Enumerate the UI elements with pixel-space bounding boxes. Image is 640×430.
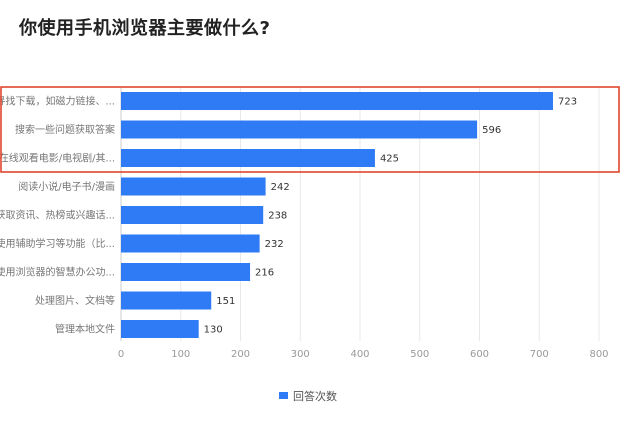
x-tick-label: 700: [530, 349, 549, 360]
bar[interactable]: [121, 263, 251, 281]
x-tick-label: 0: [118, 349, 124, 360]
x-tick-label: 300: [291, 349, 310, 360]
value-label: 130: [204, 325, 223, 336]
highlight-box: [0, 86, 620, 173]
x-tick-label: 500: [410, 349, 429, 360]
bar[interactable]: [121, 120, 478, 139]
category-label: 在线观看电影/电视剧/其...: [0, 152, 115, 165]
bar[interactable]: [121, 92, 553, 110]
x-tick-label: 800: [589, 349, 608, 360]
category-label: 阅读小说/电子书/漫画: [18, 180, 115, 193]
legend-swatch: [279, 392, 288, 399]
bar[interactable]: [121, 320, 199, 338]
value-label: 238: [268, 211, 287, 222]
x-tick-label: 200: [231, 349, 250, 360]
category-label: 寻找下载，如磁力链接、...: [0, 95, 115, 108]
value-label: 723: [558, 97, 577, 108]
bar[interactable]: [121, 291, 212, 310]
bar[interactable]: [121, 177, 266, 196]
legend-label: 回答次数: [293, 389, 337, 403]
category-label: 使用浏览器的智慧办公功...: [0, 266, 115, 279]
value-label: 232: [265, 239, 284, 250]
x-tick-label: 100: [171, 349, 190, 360]
category-label: 获取资讯、热榜或兴趣话...: [0, 209, 115, 222]
x-tick-label: 400: [350, 349, 369, 360]
value-label: 216: [255, 268, 274, 279]
category-label: 处理图片、文档等: [35, 294, 115, 307]
value-label: 596: [482, 125, 501, 136]
bar[interactable]: [121, 234, 260, 253]
x-tick-label: 600: [470, 349, 489, 360]
bar[interactable]: [121, 206, 264, 224]
x-axis-ticks: 0 100 200 300 400 500 600 700 800: [118, 349, 609, 360]
bars: [121, 92, 553, 338]
legend[interactable]: 回答次数: [279, 389, 337, 403]
value-label: 242: [271, 182, 290, 193]
category-label: 搜索一些问题获取答案: [15, 123, 115, 136]
bar[interactable]: [121, 149, 375, 167]
category-label: 使用辅助学习等功能（比...: [0, 237, 115, 250]
value-label: 151: [216, 296, 235, 307]
category-label: 管理本地文件: [55, 323, 115, 336]
value-label: 425: [380, 154, 399, 165]
value-labels: 723 596 425 242 238 232 216 151 130: [204, 97, 577, 336]
chart-title: 你使用手机浏览器主要做什么?: [19, 18, 271, 39]
